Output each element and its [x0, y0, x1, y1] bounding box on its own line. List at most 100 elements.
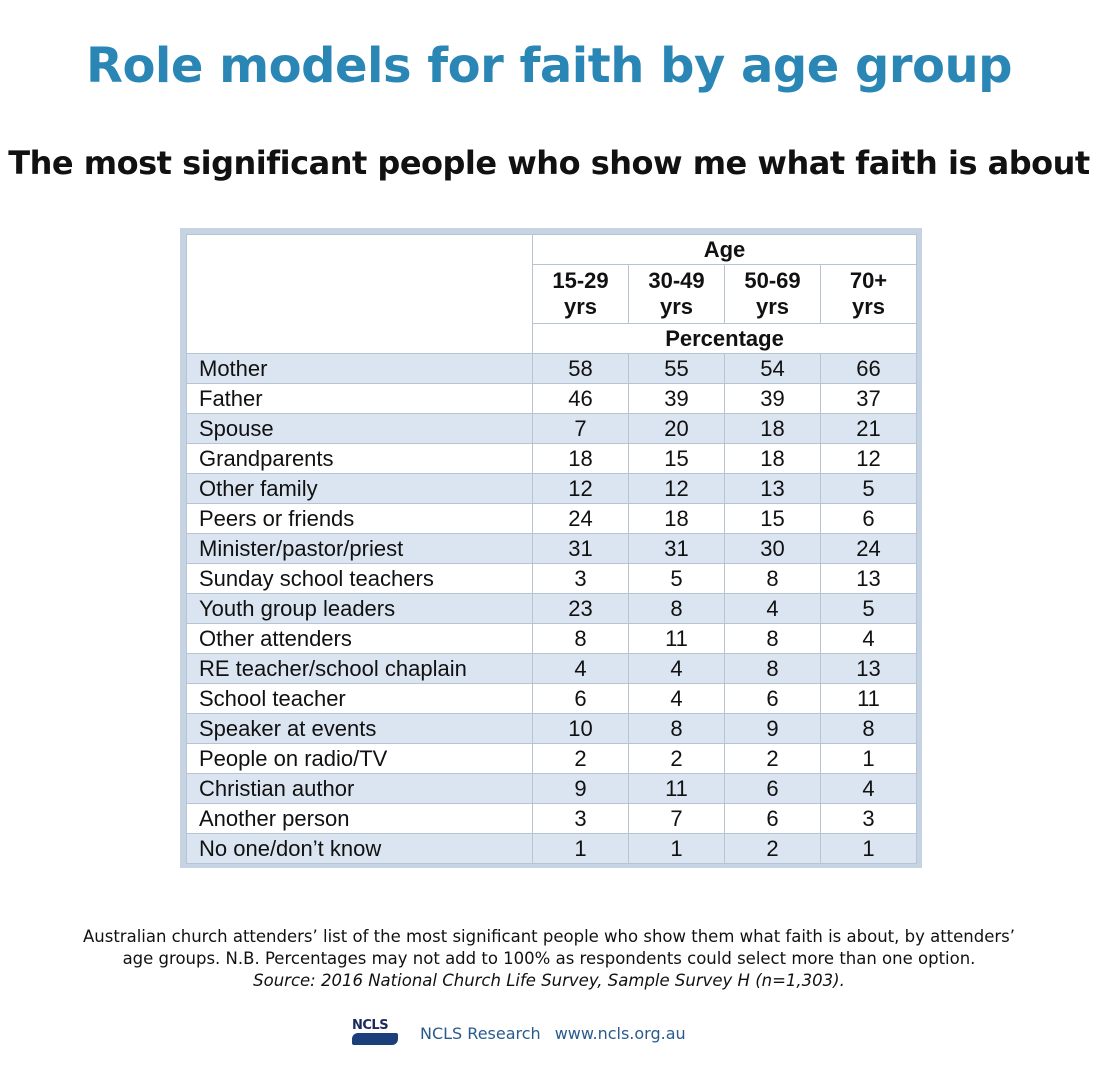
- value-cell: 4: [628, 683, 725, 714]
- value-cell: 12: [532, 473, 629, 504]
- value-cell: 10: [532, 713, 629, 744]
- table-row: Other attenders 8 11 8 4: [186, 623, 917, 654]
- column-header-range: 50-69: [744, 268, 801, 293]
- table-row: Spouse 7 20 18 21: [186, 413, 917, 444]
- table-row: Father 46 39 39 37: [186, 383, 917, 414]
- value-cell: 2: [724, 833, 821, 864]
- table-row: Another person 3 7 6 3: [186, 803, 917, 834]
- value-cell: 8: [628, 593, 725, 624]
- value-cell: 46: [532, 383, 629, 414]
- column-header-unit: yrs: [563, 294, 598, 319]
- value-cell: 55: [628, 353, 725, 384]
- value-cell: 5: [628, 563, 725, 594]
- value-cell: 5: [820, 593, 917, 624]
- table-row: Minister/pastor/priest 31 31 30 24: [186, 533, 917, 564]
- caption-source: Source: 2016 National Church Life Survey…: [253, 971, 845, 990]
- page-subtitle: The most significant people who show me …: [8, 144, 1090, 182]
- value-cell: 12: [628, 473, 725, 504]
- value-cell: 8: [724, 623, 821, 654]
- column-header-range: 15-29: [552, 268, 609, 293]
- row-label: Sunday school teachers: [186, 563, 533, 594]
- row-label: Father: [186, 383, 533, 414]
- value-cell: 11: [628, 623, 725, 654]
- value-cell: 58: [532, 353, 629, 384]
- table-row: Sunday school teachers 3 5 8 13: [186, 563, 917, 594]
- value-cell: 8: [724, 653, 821, 684]
- value-cell: 2: [628, 743, 725, 774]
- value-cell: 8: [820, 713, 917, 744]
- value-cell: 18: [628, 503, 725, 534]
- caption-line-2: age groups. N.B. Percentages may not add…: [122, 949, 976, 968]
- footer: NCLS NCLS Research www.ncls.org.au: [352, 1018, 686, 1048]
- value-cell: 15: [628, 443, 725, 474]
- data-table-frame: Age 15-29 yrs 30-49 yrs 50-69 yrs 70+ yrs Perce…: [180, 228, 922, 868]
- value-cell: 6: [724, 803, 821, 834]
- table-row: Peers or friends 24 18 15 6: [186, 503, 917, 534]
- value-cell: 12: [820, 443, 917, 474]
- ncls-logo: NCLS: [352, 1018, 404, 1048]
- row-label: People on radio/TV: [186, 743, 533, 774]
- value-cell: 18: [532, 443, 629, 474]
- row-label: School teacher: [186, 683, 533, 714]
- page-title: Role models for faith by age group: [85, 38, 1013, 94]
- row-label: Another person: [186, 803, 533, 834]
- value-cell: 23: [532, 593, 629, 624]
- value-cell: 6: [724, 773, 821, 804]
- column-header-2: 50-69 yrs: [724, 264, 821, 324]
- value-cell: 1: [628, 833, 725, 864]
- column-header-unit: yrs: [851, 294, 886, 319]
- value-cell: 39: [724, 383, 821, 414]
- value-cell: 11: [628, 773, 725, 804]
- table-row: Mother 58 55 54 66: [186, 353, 917, 384]
- value-cell: 66: [820, 353, 917, 384]
- column-header-range: 30-49: [648, 268, 705, 293]
- value-cell: 31: [628, 533, 725, 564]
- value-cell: 54: [724, 353, 821, 384]
- row-label: Mother: [186, 353, 533, 384]
- table-row: Other family 12 12 13 5: [186, 473, 917, 504]
- value-cell: 13: [724, 473, 821, 504]
- table-row: No one/don’t know 1 1 2 1: [186, 833, 917, 864]
- footer-url[interactable]: www.ncls.org.au: [554, 1023, 686, 1043]
- value-cell: 8: [628, 713, 725, 744]
- row-label: Other attenders: [186, 623, 533, 654]
- table-row: Speaker at events 10 8 9 8: [186, 713, 917, 744]
- logo-text: NCLS: [352, 1018, 389, 1033]
- value-cell: 39: [628, 383, 725, 414]
- value-cell: 3: [820, 803, 917, 834]
- value-cell: 9: [532, 773, 629, 804]
- table-row: RE teacher/school chaplain 4 4 8 13: [186, 653, 917, 684]
- column-header-3: 70+ yrs: [820, 264, 917, 324]
- value-cell: 7: [628, 803, 725, 834]
- value-cell: 24: [532, 503, 629, 534]
- row-label: Christian author: [186, 773, 533, 804]
- value-cell: 3: [532, 563, 629, 594]
- value-cell: 6: [532, 683, 629, 714]
- column-header-range: 70+: [849, 268, 888, 293]
- unit-header: Percentage: [532, 323, 917, 354]
- value-cell: 1: [820, 743, 917, 774]
- value-cell: 7: [532, 413, 629, 444]
- caption-line-1: Australian church attenders’ list of the…: [82, 927, 1016, 946]
- value-cell: 11: [820, 683, 917, 714]
- footer-org: NCLS Research: [420, 1023, 541, 1043]
- row-label: No one/don’t know: [186, 833, 533, 864]
- column-header-0: 15-29 yrs: [532, 264, 629, 324]
- value-cell: 6: [820, 503, 917, 534]
- table-row: School teacher 6 4 6 11: [186, 683, 917, 714]
- row-label: Grandparents: [186, 443, 533, 474]
- row-label: Spouse: [186, 413, 533, 444]
- table-row: Youth group leaders 23 8 4 5: [186, 593, 917, 624]
- value-cell: 5: [820, 473, 917, 504]
- value-cell: 3: [532, 803, 629, 834]
- value-cell: 24: [820, 533, 917, 564]
- caption: Australian church attenders’ list of the…: [0, 926, 1098, 992]
- table-row: Christian author 9 11 6 4: [186, 773, 917, 804]
- data-table: Age 15-29 yrs 30-49 yrs 50-69 yrs 70+ yrs Perce…: [186, 234, 917, 864]
- value-cell: 2: [532, 743, 629, 774]
- row-label: RE teacher/school chaplain: [186, 653, 533, 684]
- value-cell: 18: [724, 413, 821, 444]
- row-label: Minister/pastor/priest: [186, 533, 533, 564]
- value-cell: 18: [724, 443, 821, 474]
- value-cell: 30: [724, 533, 821, 564]
